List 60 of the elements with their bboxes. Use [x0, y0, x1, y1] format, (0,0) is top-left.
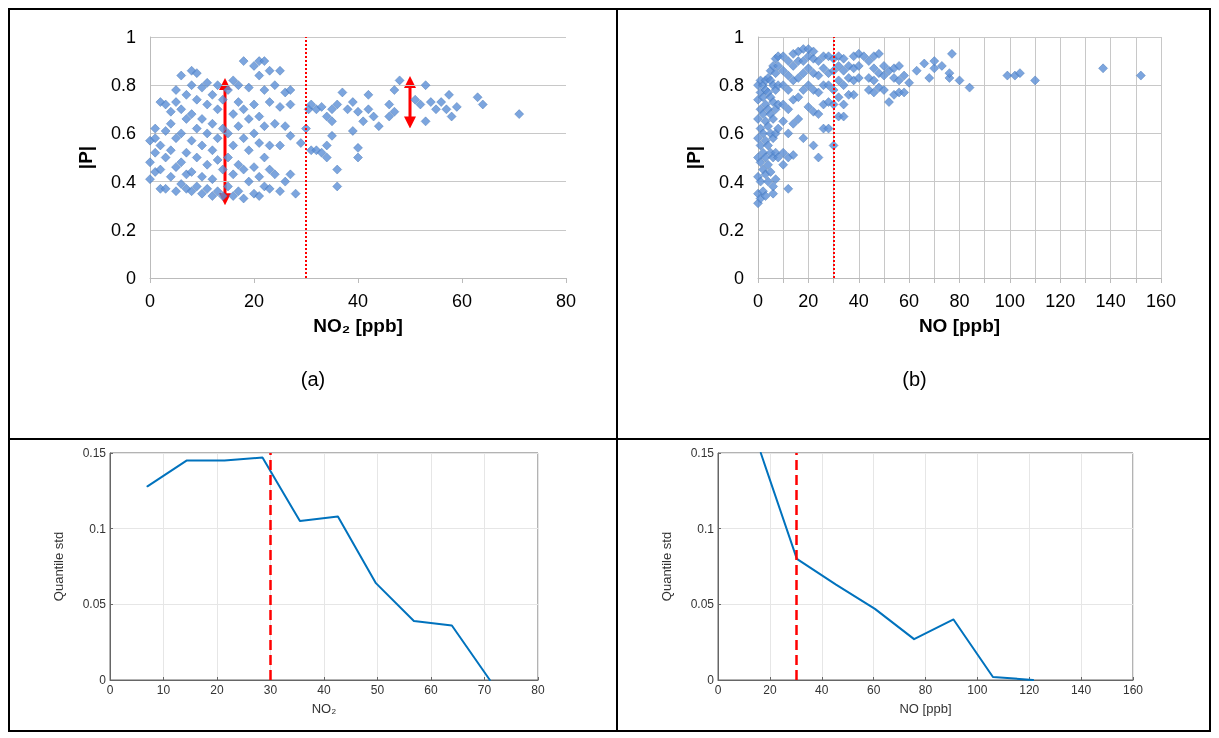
y-tick-label: 0: [707, 673, 715, 687]
x-tick-label: 10: [156, 683, 171, 697]
y-tick-label: 0.6: [110, 123, 136, 144]
x-tick-label: 0: [144, 291, 156, 311]
y-tick-label: 0.8: [718, 75, 744, 96]
x-tick-label: 30: [263, 683, 278, 697]
x-axis-title: NO₂: [311, 701, 337, 716]
x-tick-label: 120: [1019, 683, 1040, 697]
x-tick-label: 120: [1045, 291, 1076, 311]
y-tick-label: 0.05: [82, 597, 107, 612]
x-axis-title: NO [ppb]: [918, 315, 1001, 336]
x-tick-label: 140: [1095, 291, 1126, 311]
x-tick-label: 60: [899, 291, 920, 311]
x-tick-label: 80: [555, 291, 577, 311]
x-tick-label: 50: [370, 683, 385, 697]
y-tick-label: 1: [125, 27, 136, 47]
x-tick-label: 40: [815, 683, 829, 697]
y-axis-title: |P|: [683, 145, 704, 170]
text: (b): [901, 368, 928, 391]
x-tick-label: 40: [848, 291, 869, 311]
y-tick-label: 0.4: [718, 171, 744, 192]
y-tick-label: 0.1: [697, 521, 715, 536]
x-tick-label: 140: [1071, 683, 1092, 697]
y-tick-label: 0: [125, 268, 136, 288]
x-tick-label: 40: [347, 291, 369, 311]
y-axis-title: |P|: [75, 145, 96, 170]
x-tick-label: 160: [1145, 291, 1177, 311]
y-tick-label: 1: [733, 27, 744, 47]
text: (a): [299, 368, 327, 391]
y-tick-label: 0.15: [690, 446, 715, 460]
x-tick-label: 80: [949, 291, 970, 311]
x-axis-title: NO₂ [ppb]: [313, 315, 403, 336]
x-tick-label: 70: [477, 683, 492, 697]
y-axis-title: Quantile std: [51, 531, 66, 602]
x-tick-label: 20: [243, 291, 265, 311]
x-tick-label: 80: [918, 683, 933, 697]
y-tick-label: 0.05: [690, 597, 715, 612]
x-tick-label: 100: [994, 291, 1025, 311]
x-tick-label: 160: [1122, 683, 1144, 697]
x-tick-label: 60: [866, 683, 881, 697]
y-tick-label: 0.2: [110, 219, 136, 240]
y-axis-title: Quantile std: [659, 531, 674, 602]
y-tick-label: 0.6: [718, 123, 744, 144]
y-tick-label: 0.2: [718, 219, 744, 240]
x-tick-label: 20: [763, 683, 777, 697]
x-tick-label: 20: [210, 683, 224, 697]
y-tick-label: 0.15: [82, 446, 107, 460]
y-tick-label: 0.8: [110, 75, 136, 96]
x-tick-label: 60: [451, 291, 473, 311]
y-tick-label: 0.1: [89, 521, 107, 536]
x-tick-label: 0: [752, 291, 764, 311]
x-tick-label: 100: [967, 683, 988, 697]
y-tick-label: 0: [733, 268, 744, 288]
x-axis-title: NO [ppb]: [899, 701, 952, 716]
x-tick-label: 20: [798, 291, 819, 311]
y-tick-label: 0.4: [110, 171, 136, 192]
x-tick-label: 40: [317, 683, 331, 697]
x-tick-label: 80: [531, 683, 545, 697]
y-tick-label: 0: [99, 673, 107, 687]
x-tick-label: 60: [424, 683, 438, 697]
